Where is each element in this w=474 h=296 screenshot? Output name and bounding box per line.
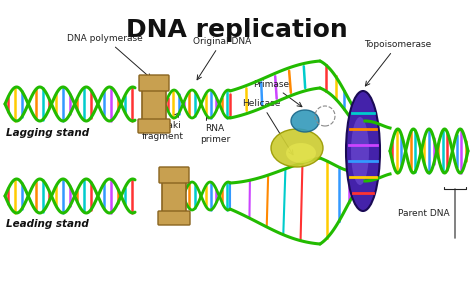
Text: Topoisomerase: Topoisomerase	[365, 39, 432, 86]
Ellipse shape	[286, 143, 316, 163]
Text: Primase: Primase	[253, 80, 302, 107]
Text: Okazaki
fragment: Okazaki fragment	[142, 113, 184, 141]
FancyBboxPatch shape	[159, 167, 189, 183]
Text: Lagging stand: Lagging stand	[6, 128, 89, 138]
FancyBboxPatch shape	[138, 119, 170, 133]
Ellipse shape	[346, 91, 380, 211]
Ellipse shape	[351, 117, 369, 185]
Text: RNA
primer: RNA primer	[200, 115, 230, 144]
Text: DNA polymerase: DNA polymerase	[67, 33, 151, 78]
Ellipse shape	[271, 129, 323, 167]
Ellipse shape	[291, 110, 319, 132]
FancyBboxPatch shape	[139, 75, 169, 91]
Text: Parent DNA: Parent DNA	[398, 210, 450, 218]
Text: Leading stand: Leading stand	[6, 219, 89, 229]
Text: Original DNA: Original DNA	[193, 36, 251, 80]
FancyBboxPatch shape	[142, 79, 166, 125]
Text: DNA replication: DNA replication	[126, 18, 348, 42]
Text: Helicase: Helicase	[242, 99, 293, 155]
FancyBboxPatch shape	[162, 171, 186, 217]
FancyBboxPatch shape	[158, 211, 190, 225]
